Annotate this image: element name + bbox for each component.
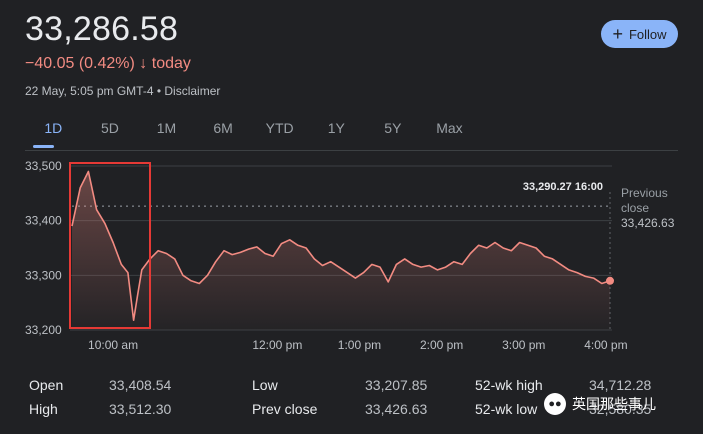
tab-ytd[interactable]: YTD (265, 120, 294, 136)
watermark: ●● 英国那些事儿 (544, 393, 656, 415)
price-area (72, 171, 610, 330)
price-value: 33,286.58 (25, 10, 179, 48)
plus-icon: + (612, 24, 623, 44)
follow-label: Follow (628, 26, 667, 42)
tab-5d[interactable]: 5D (100, 120, 119, 136)
tab-max[interactable]: Max (436, 120, 463, 136)
x-tick-label: 10:00 am (88, 338, 138, 352)
tab-5y[interactable]: 5Y (384, 120, 402, 136)
tab-1d[interactable]: 1D (25, 120, 82, 148)
y-tick-label: 33,400 (25, 214, 62, 228)
crosshair-label: 33,290.27 16:00 (523, 181, 603, 193)
tab-1m[interactable]: 1M (156, 120, 177, 136)
previous-close-value: 33,426.63 (621, 216, 675, 230)
watermark-text: 英国那些事儿 (572, 396, 656, 412)
x-tick-label: 4:00 pm (584, 338, 627, 352)
previous-close-label: Previous (621, 186, 668, 200)
x-tick-label: 12:00 pm (252, 338, 302, 352)
previous-close-label: close (621, 201, 649, 215)
tab-divider (25, 150, 678, 151)
timestamp-disclaimer[interactable]: 22 May, 5:05 pm GMT-4 • Disclaimer (25, 84, 221, 98)
last-price-dot (606, 276, 614, 285)
highlight-box (69, 162, 151, 329)
y-tick-label: 33,500 (25, 159, 62, 173)
tab-6m[interactable]: 6M (213, 120, 233, 136)
price-change: −40.05 (0.42%) ↓ today (25, 55, 191, 72)
x-tick-label: 3:00 pm (502, 338, 545, 352)
x-tick-label: 2:00 pm (420, 338, 463, 352)
tab-1y[interactable]: 1Y (327, 120, 345, 136)
follow-button[interactable]: + Follow (601, 20, 678, 48)
x-tick-label: 1:00 pm (338, 338, 381, 352)
price-line (71, 170, 611, 321)
time-range-tabs: 1D 5D 1M 6M YTD 1Y 5Y Max (25, 120, 478, 148)
wechat-icon: ●● (544, 393, 566, 415)
y-tick-label: 33,200 (25, 323, 62, 337)
y-tick-label: 33,300 (25, 268, 62, 282)
